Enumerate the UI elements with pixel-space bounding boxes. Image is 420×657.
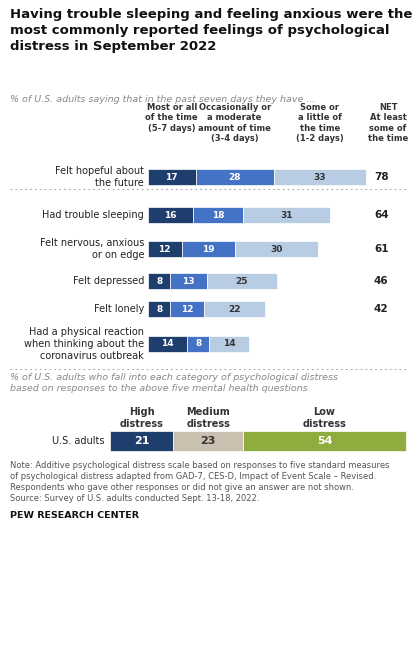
Bar [210, 336, 249, 352]
Text: Had trouble sleeping: Had trouble sleeping [42, 210, 144, 220]
Text: 12: 12 [158, 244, 171, 254]
Bar [171, 301, 204, 317]
Bar [171, 273, 207, 289]
Text: Some or
a little of
the time
(1-2 days): Some or a little of the time (1-2 days) [296, 103, 344, 143]
Text: 8: 8 [195, 340, 202, 348]
Text: 33: 33 [314, 173, 326, 181]
Bar [148, 207, 193, 223]
Text: 61: 61 [374, 244, 388, 254]
Text: 12: 12 [181, 304, 193, 313]
Text: Having trouble sleeping and feeling anxious were the
most commonly reported feel: Having trouble sleeping and feeling anxi… [10, 8, 412, 53]
Text: Felt depressed: Felt depressed [73, 276, 144, 286]
Text: 18: 18 [212, 210, 224, 219]
Text: Felt nervous, anxious
or on edge: Felt nervous, anxious or on edge [39, 238, 144, 260]
Bar [148, 241, 181, 257]
Text: Felt hopeful about
the future: Felt hopeful about the future [55, 166, 144, 188]
Bar [181, 241, 235, 257]
Bar [274, 169, 366, 185]
Text: Medium
distress: Medium distress [186, 407, 230, 428]
Bar [148, 301, 171, 317]
Text: Low
distress: Low distress [302, 407, 346, 428]
Text: 23: 23 [200, 436, 216, 446]
Text: 28: 28 [228, 173, 241, 181]
Text: NET
At least
some of
the time: NET At least some of the time [368, 103, 408, 143]
Text: Note: Additive psychological distress scale based on responses to five standard : Note: Additive psychological distress sc… [10, 461, 389, 503]
Bar [207, 273, 276, 289]
Bar [193, 207, 243, 223]
Text: 13: 13 [182, 277, 195, 286]
Text: % of U.S. adults who fall into each category of psychological distress
based on : % of U.S. adults who fall into each cate… [10, 373, 338, 393]
Text: 78: 78 [374, 172, 388, 182]
Text: 17: 17 [165, 173, 178, 181]
Text: 8: 8 [156, 277, 162, 286]
Text: U.S. adults: U.S. adults [52, 436, 105, 446]
Text: PEW RESEARCH CENTER: PEW RESEARCH CENTER [10, 511, 139, 520]
Bar [148, 169, 196, 185]
Text: 42: 42 [374, 304, 388, 314]
Text: Had a physical reaction
when thinking about the
coronavirus outbreak: Had a physical reaction when thinking ab… [24, 327, 144, 361]
Text: High
distress: High distress [120, 407, 164, 428]
Text: 30: 30 [270, 244, 283, 254]
Text: 31: 31 [280, 210, 293, 219]
Text: 14: 14 [161, 340, 174, 348]
Bar [148, 336, 187, 352]
Text: 14: 14 [223, 340, 235, 348]
Text: 46: 46 [374, 276, 388, 286]
Text: 19: 19 [202, 244, 214, 254]
Text: Felt lonely: Felt lonely [94, 304, 144, 314]
Text: Most or all
of the time
(5-7 days): Most or all of the time (5-7 days) [145, 103, 198, 133]
Text: Occasionally or
a moderate
amount of time
(3-4 days): Occasionally or a moderate amount of tim… [198, 103, 271, 143]
Text: 64: 64 [374, 210, 388, 220]
Text: 22: 22 [228, 304, 241, 313]
Bar [243, 431, 406, 451]
Bar [187, 336, 210, 352]
Bar [110, 431, 173, 451]
Text: % of U.S. adults saying that in the past seven days they have ...: % of U.S. adults saying that in the past… [10, 95, 315, 104]
Text: 8: 8 [156, 304, 162, 313]
Text: 54: 54 [317, 436, 332, 446]
Bar [196, 169, 274, 185]
Bar [243, 207, 330, 223]
Bar [173, 431, 243, 451]
Text: 16: 16 [164, 210, 176, 219]
Bar [235, 241, 318, 257]
Text: 21: 21 [134, 436, 150, 446]
Bar [148, 273, 171, 289]
Bar [204, 301, 265, 317]
Text: 25: 25 [235, 277, 248, 286]
